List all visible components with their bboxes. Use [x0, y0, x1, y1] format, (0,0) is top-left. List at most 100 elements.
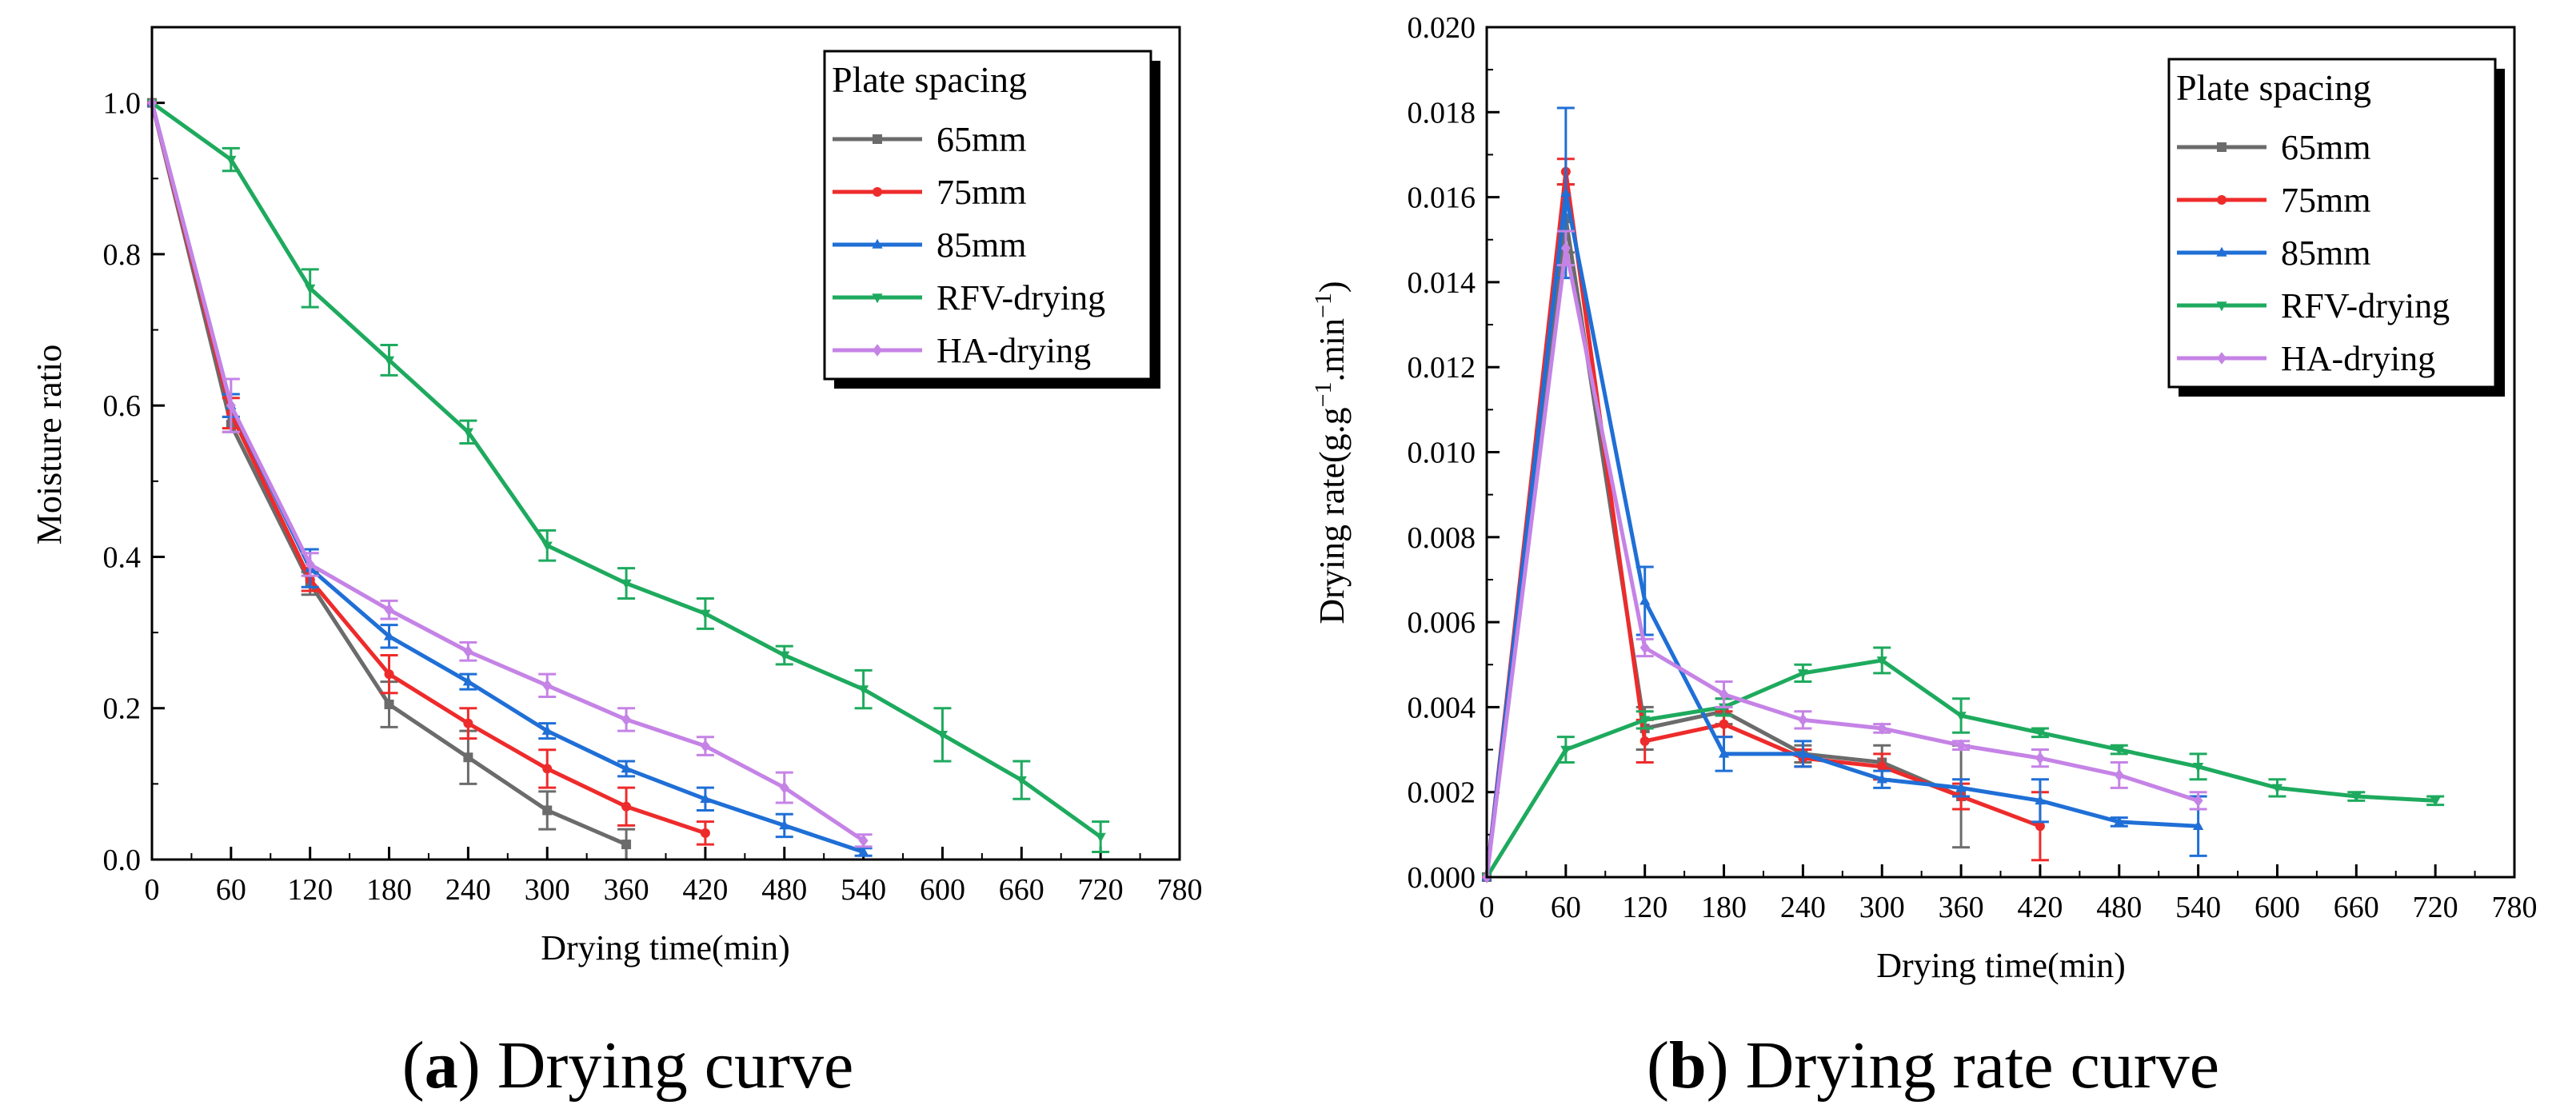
- panel-a-series-rfv-drying-point: [541, 541, 553, 552]
- panel-a-series-85mm-point: [621, 763, 632, 773]
- panel-a-series-ha-drying-point: [700, 740, 710, 752]
- panel-a-y-tick-label-4: 0.8: [103, 238, 142, 272]
- panel-b-y-tick-label-6: 0.012: [1408, 351, 1476, 385]
- panel-b-series-85mm-point: [1560, 187, 1572, 197]
- panel-b-x-tick-label-480: 480: [2096, 891, 2142, 924]
- panel-b-series-ha-drying-point: [1639, 641, 1650, 654]
- panel-a-series: [146, 96, 1110, 861]
- panel-b-series-ha-drying-point: [1798, 713, 1808, 727]
- panel-b-y-tick-label-7: 0.014: [1408, 266, 1476, 300]
- panel-a-series-rfv-drying-point: [1016, 776, 1027, 786]
- panel-a-x-tick-label-60: 60: [216, 873, 246, 907]
- panel-b-x-tick-label-60: 60: [1551, 891, 1581, 924]
- panel-a-series-ha-drying-legend-marker: [873, 344, 882, 357]
- panel-a-series-85mm-point: [779, 820, 790, 830]
- panel-b-series-85mm-legend-marker: [2216, 246, 2227, 257]
- panel-a-series-ha-drying-point: [226, 399, 236, 412]
- panel-b-y-title-sup1: −1: [1310, 381, 1336, 407]
- panel-b-series-85mm-point: [1639, 595, 1651, 605]
- panel-a-series-85mm-legend-label: 85mm: [937, 225, 1026, 265]
- panel-a-series-65mm-legend-marker: [873, 134, 882, 144]
- panel-b-series-65mm-legend-label: 65mm: [2281, 128, 2370, 167]
- panel-a-series-65mm-point: [384, 699, 394, 709]
- panel-b-series-rfv-drying-point: [1876, 656, 1887, 667]
- panel-b-series-85mm-legend-label: 85mm: [2281, 233, 2370, 273]
- panel-b-series-75mm-legend-label: 75mm: [2281, 181, 2370, 220]
- panel-b-series-rfv-drying-point: [1955, 712, 1967, 722]
- panel-b-series-75mm-point: [1719, 719, 1729, 729]
- panel-a-y-tick-label-0: 0.0: [103, 844, 142, 877]
- panel-b-series-85mm-line: [1484, 190, 2199, 878]
- panel-b-y-tick-label-3: 0.006: [1408, 606, 1476, 640]
- panel-b-series-85mm: [1481, 106, 2207, 881]
- panel-b-series-ha-drying-point: [1560, 241, 1571, 255]
- panel-b-legend-items: 65mm 75mm 85mm RFV-drying HA-drying: [2177, 128, 2450, 378]
- panel-b-ticks: 0 60 120 180 240 300 360 420 480 540 600 660 720 780 0…: [1408, 11, 2538, 924]
- panel-a-series-75mm-legend-label: 75mm: [937, 173, 1026, 212]
- panel-a-x-tick-label-120: 120: [287, 873, 333, 907]
- panel-a-x-tick-label-300: 300: [525, 873, 570, 907]
- panel-a-series-rfv-drying-point: [858, 685, 869, 696]
- panel-a-legend-box: [823, 50, 1152, 381]
- panel-b-series-85mm-point: [1797, 748, 1808, 758]
- panel-b-x-tick-label-240: 240: [1780, 891, 1826, 924]
- panel-b-x-tick-label-600: 600: [2254, 891, 2300, 924]
- panel-b-series-75mm-point: [2035, 821, 2045, 832]
- panel-b-legend-title: Plate spacing: [2176, 67, 2371, 108]
- panel-a-x-tick-label-540: 540: [841, 873, 886, 907]
- panel-b-series-rfv-drying-point: [2114, 745, 2125, 756]
- panel-a-series-65mm-point: [542, 805, 553, 816]
- panel-a-y-tick-label-5: 1.0: [103, 87, 142, 121]
- panel-b-legend-box: [2167, 58, 2497, 389]
- panel-a-series-rfv-drying-point: [226, 155, 237, 166]
- panel-b-series: [1481, 106, 2445, 884]
- panel-a-series-75mm-point: [542, 764, 553, 774]
- panel-a-series-65mm: [147, 98, 636, 861]
- panel-b-x-tick-label-120: 120: [1622, 891, 1667, 924]
- panel-a-plot-frame: [150, 26, 1181, 861]
- panel-b-y-title-mid: .min: [1312, 318, 1352, 381]
- panel-b-series-rfv-drying-point: [2035, 728, 2046, 739]
- panel-a-x-tick-label-600: 600: [920, 873, 965, 907]
- panel-b-y-tick-label-5: 0.010: [1408, 437, 1476, 470]
- panel-a-series-rfv-drying-point: [779, 651, 790, 661]
- panel-a-series-ha-drying-point: [384, 603, 394, 616]
- panel-a-series-75mm-point: [384, 669, 394, 680]
- panel-a-series-85mm-point: [462, 676, 473, 686]
- panel-b-y-tick-label-8: 0.016: [1408, 182, 1476, 215]
- panel-b-x-tick-label-0: 0: [1480, 891, 1495, 924]
- panel-a-x-tick-label-720: 720: [1078, 873, 1124, 907]
- panel-b-series-ha-drying-point: [2035, 752, 2045, 764]
- panel-a-x-tick-label-420: 420: [682, 873, 728, 907]
- panel-a-series-ha-drying-point: [305, 558, 315, 571]
- panel-b-x-tick-label-180: 180: [1701, 891, 1747, 924]
- panel-a-series-ha-drying-point: [858, 834, 869, 848]
- panel-a-caption-letter: a: [425, 1028, 458, 1103]
- panel-b-x-tick-label-780: 780: [2492, 891, 2538, 924]
- panel-b-series-ha-drying: [1482, 229, 2207, 884]
- panel-b-drying-rate-curve: 0 60 120 180 240 300 360 420 480 540 600 660 720 780 0…: [1310, 11, 2538, 1103]
- panel-b-series-rfv-drying-point: [2350, 792, 2362, 803]
- panel-b-series-85mm-point: [2193, 820, 2204, 831]
- panel-a-caption: (a) Drying curve: [402, 1028, 853, 1103]
- panel-a-x-tick-label-360: 360: [604, 873, 649, 907]
- panel-a-series-rfv-drying-point: [462, 428, 473, 438]
- panel-b-series-rfv-drying-legend-marker: [2216, 301, 2227, 312]
- panel-a-x-tick-label-180: 180: [366, 873, 412, 907]
- panel-a-caption-text: Drying curve: [497, 1028, 854, 1103]
- panel-b-y-tick-label-0: 0.000: [1408, 861, 1476, 895]
- panel-b-caption-letter: b: [1669, 1028, 1707, 1103]
- panel-a-series-ha-drying-point: [463, 644, 473, 658]
- panel-b-series-rfv-drying-point: [1639, 716, 1651, 726]
- panel-a-series-75mm-point: [621, 801, 632, 812]
- panel-b-series-85mm-point: [1876, 773, 1887, 784]
- panel-b-series-75mm-legend-marker: [2217, 195, 2227, 205]
- panel-a-series-rfv-drying-point: [383, 356, 395, 366]
- panel-b-y-tick-label-10: 0.020: [1408, 11, 1476, 45]
- panel-a-legend-items: 65mm 75mm 85mm RFV-drying HA-drying: [833, 120, 1105, 370]
- panel-b-y-title-main: Drying rate(g.g: [1312, 407, 1352, 624]
- panel-b-series-rfv-drying-point: [1560, 745, 1572, 756]
- panel-a-series-75mm: [147, 98, 714, 846]
